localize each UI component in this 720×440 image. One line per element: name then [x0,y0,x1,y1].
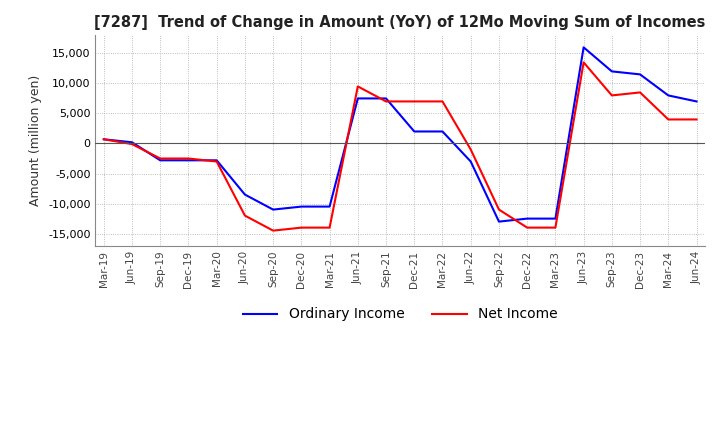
Net Income [184,156,193,161]
Net Income [692,117,701,122]
Net Income [127,141,136,147]
Ordinary Income [410,129,418,134]
Net Income [410,99,418,104]
Title: [7287]  Trend of Change in Amount (YoY) of 12Mo Moving Sum of Incomes: [7287] Trend of Change in Amount (YoY) o… [94,15,706,30]
Ordinary Income [523,216,531,221]
Ordinary Income [608,69,616,74]
Ordinary Income [325,204,334,209]
Net Income [636,90,644,95]
Ordinary Income [692,99,701,104]
Ordinary Income [495,219,503,224]
Net Income [156,156,165,161]
Ordinary Income [636,72,644,77]
Ordinary Income [354,96,362,101]
Net Income [608,93,616,98]
Net Income [354,84,362,89]
Ordinary Income [551,216,559,221]
Net Income [580,60,588,65]
Line: Ordinary Income: Ordinary Income [104,48,696,222]
Ordinary Income [99,137,108,142]
Net Income [467,147,475,152]
Net Income [325,225,334,230]
Y-axis label: Amount (million yen): Amount (million yen) [30,75,42,206]
Net Income [382,99,390,104]
Ordinary Income [240,192,249,197]
Net Income [664,117,672,122]
Ordinary Income [156,158,165,163]
Ordinary Income [269,207,277,212]
Net Income [297,225,306,230]
Net Income [438,99,447,104]
Line: Net Income: Net Income [104,62,696,231]
Net Income [523,225,531,230]
Net Income [240,213,249,218]
Ordinary Income [212,158,221,163]
Ordinary Income [664,93,672,98]
Ordinary Income [438,129,447,134]
Ordinary Income [297,204,306,209]
Net Income [551,225,559,230]
Ordinary Income [382,96,390,101]
Net Income [269,228,277,233]
Net Income [495,207,503,212]
Legend: Ordinary Income, Net Income: Ordinary Income, Net Income [237,302,563,327]
Ordinary Income [127,139,136,145]
Net Income [99,137,108,142]
Ordinary Income [184,158,193,163]
Net Income [212,159,221,164]
Ordinary Income [580,45,588,50]
Ordinary Income [467,159,475,164]
